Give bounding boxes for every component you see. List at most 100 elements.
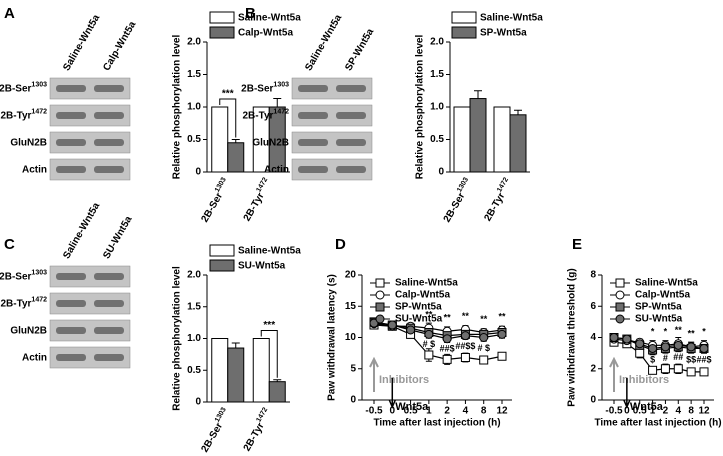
lane-label: Calp-Wnt5a — [101, 19, 138, 73]
y-tick-label: 2.0 — [187, 270, 201, 281]
marker — [686, 367, 696, 377]
x-tick-label: 8 — [481, 406, 487, 417]
significance-label: * — [664, 327, 668, 337]
error-bar — [273, 98, 282, 107]
blot-band — [336, 166, 366, 173]
x-tick-label-text: 2B-Ser — [199, 191, 225, 225]
legend-marker — [615, 314, 625, 324]
y-tick-label: 2.0 — [430, 37, 444, 48]
lane-label: SP-Wnt5a — [343, 27, 376, 73]
blot-band — [94, 327, 124, 334]
x-tick-label: 2B-Ser1303 — [198, 176, 233, 224]
marker — [648, 365, 658, 375]
x-tick-label-text: 2B-Tyr — [482, 191, 507, 223]
blot-row — [49, 292, 131, 315]
blot-row — [49, 77, 131, 100]
blot-row-label: Actin — [22, 352, 47, 363]
significance-label: ** — [688, 328, 696, 338]
significance-label: # $ — [423, 339, 436, 349]
blot-band — [336, 85, 366, 92]
x-tick-label: 2 — [663, 406, 669, 417]
legend-label: Saline-Wnt5a — [395, 278, 458, 289]
significance-label: * — [651, 327, 655, 337]
y-tick-label: 8 — [590, 270, 596, 281]
blot-row-label: 2B-Ser1303 — [0, 81, 47, 94]
blot-band — [56, 273, 86, 280]
legend-swatch — [209, 26, 235, 39]
x-tick-label: 12 — [496, 406, 508, 417]
x-tick-label: 2 — [444, 406, 450, 417]
significance-label: ** — [425, 310, 433, 320]
legend-marker — [615, 278, 625, 288]
y-tick-label: 1.5 — [187, 69, 201, 80]
blot-row-label: Actin — [22, 164, 47, 175]
marker — [497, 329, 507, 339]
x-axis-title: Time after last injection (h) — [594, 418, 721, 429]
lane-label: Saline-Wnt5a — [61, 13, 102, 73]
x-tick-label: -0.5 — [605, 406, 623, 417]
legend-swatch — [209, 244, 235, 257]
y-tick-label: 0 — [195, 167, 201, 178]
legend-label: SP-Wnt5a — [480, 28, 527, 39]
legend-label: Saline-Wnt5a — [238, 246, 301, 257]
bar — [211, 338, 229, 403]
y-axis-title: Paw withdrawal latency (s) — [327, 274, 338, 401]
blot-band — [94, 85, 124, 92]
significance-label: ** — [462, 311, 470, 321]
blot-row-label-text: 2B-Tyr — [0, 110, 31, 121]
blot-band — [94, 300, 124, 307]
blot-row-label-text: GluN2B — [10, 325, 47, 336]
bar — [211, 106, 229, 173]
lane-label: Saline-Wnt5a — [303, 13, 344, 73]
legend-swatch — [209, 259, 235, 272]
error-bar — [273, 379, 282, 382]
x-tick-label: 2B-Tyr1472 — [240, 406, 274, 453]
blot-row — [49, 346, 131, 369]
x-tick-label-sup: 1303 — [214, 406, 228, 423]
marker — [635, 339, 645, 349]
y-axis-title: Relative phosphorylation level — [172, 35, 183, 180]
blot-row-label-text: 2B-Ser — [0, 271, 32, 282]
marker — [686, 342, 696, 352]
panel-letter: E — [572, 236, 582, 253]
blot-band — [94, 166, 124, 173]
marker — [460, 331, 470, 341]
y-axis-title: Paw withdrawal threshold (g) — [567, 268, 578, 406]
blot-row — [49, 319, 131, 342]
blot-row-label: 2B-Ser1303 — [241, 81, 289, 94]
y-tick-label: 1.0 — [430, 102, 444, 113]
x-tick-label: 2B-Ser1303 — [440, 176, 475, 224]
blot-row — [291, 131, 373, 154]
x-tick-label: 1 — [426, 406, 432, 417]
legend-label: SU-Wnt5a — [395, 314, 443, 325]
blot-band — [94, 139, 124, 146]
blot-band — [56, 166, 86, 173]
marker — [622, 334, 632, 344]
significance-label: # — [663, 353, 668, 363]
y-tick-label: 5 — [350, 363, 356, 374]
y-tick-label: 1.0 — [187, 102, 201, 113]
x-tick-label-text: 2B-Ser — [199, 421, 225, 455]
significance-label: ## — [673, 352, 683, 362]
y-axis-title: Relative phosphorylation level — [415, 35, 426, 180]
legend-label: SU-Wnt5a — [635, 314, 683, 325]
blot-band — [298, 85, 328, 92]
y-tick-label: 4 — [590, 332, 596, 343]
legend-label: SU-Wnt5a — [238, 261, 286, 272]
y-axis-title: Relative phosphorylation level — [172, 266, 183, 411]
y-tick-label: 1.5 — [430, 69, 444, 80]
panel-letter: A — [4, 5, 15, 22]
blot-row-label-text: Actin — [22, 164, 47, 175]
legend-marker — [375, 290, 385, 300]
blot-row-label-text: 2B-Tyr — [0, 298, 31, 309]
marker — [460, 353, 470, 362]
blot-band — [56, 300, 86, 307]
bar — [268, 381, 286, 403]
blot-band — [56, 85, 86, 92]
bar — [227, 142, 245, 173]
y-tick-label: 20 — [345, 270, 357, 281]
significance-label: $$ — [686, 355, 696, 365]
legend-label: SP-Wnt5a — [635, 302, 682, 313]
panel-letter: B — [245, 5, 256, 22]
marker — [387, 320, 397, 330]
